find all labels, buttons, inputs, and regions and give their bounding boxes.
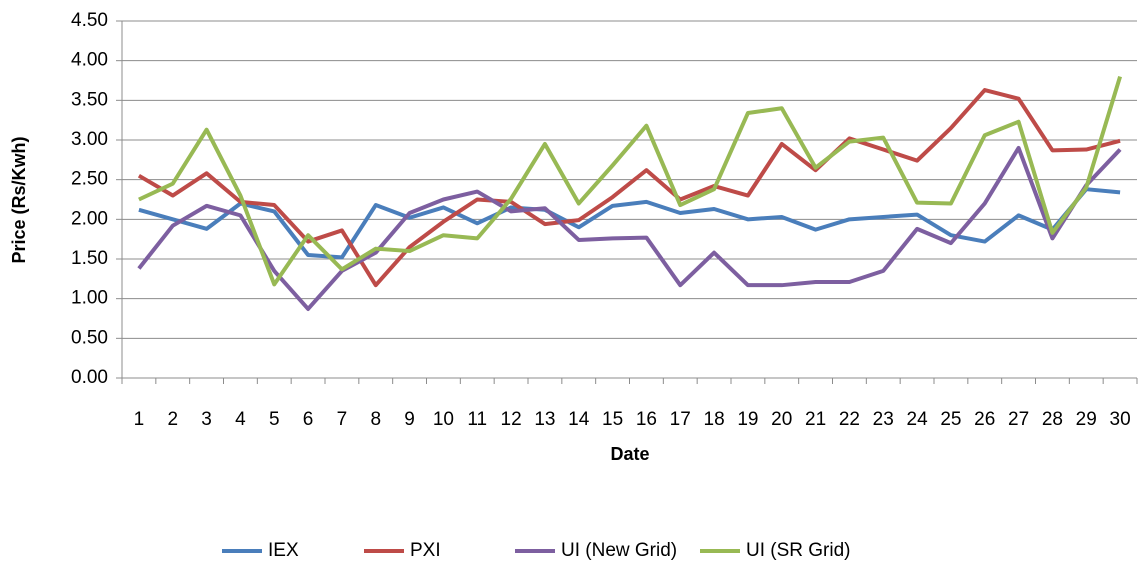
x-tick-label: 30 [1110, 409, 1131, 430]
x-tick-label: 13 [534, 409, 555, 430]
legend-label: IEX [268, 540, 299, 561]
x-tick-label: 4 [235, 409, 246, 430]
x-tick-label: 15 [602, 409, 623, 430]
x-tick-label: 22 [839, 409, 860, 430]
x-tick-label: 28 [1042, 409, 1063, 430]
y-tick-label: 1.00 [71, 288, 108, 309]
x-tick-label: 14 [568, 409, 590, 430]
x-tick-label: 25 [940, 409, 961, 430]
x-tick-label: 6 [303, 409, 314, 430]
x-tick-label: 26 [974, 409, 995, 430]
series-line [138, 187, 1121, 260]
series-line [137, 145, 1122, 311]
series-line [138, 75, 1122, 287]
x-tick-label: 12 [501, 409, 522, 430]
x-tick-label: 2 [167, 409, 178, 430]
x-tick-label: 20 [771, 409, 792, 430]
y-tick-label: 0.50 [71, 327, 108, 348]
y-tick-label: 4.00 [71, 50, 108, 71]
legend-label: PXI [410, 540, 441, 561]
y-tick-label: 2.50 [71, 169, 108, 190]
x-tick-label: 29 [1076, 409, 1097, 430]
x-tick-label: 3 [201, 409, 212, 430]
x-tick-label: 9 [404, 409, 415, 430]
x-tick-label: 18 [704, 409, 725, 430]
legend-label: UI (New Grid) [561, 540, 677, 561]
series-line [137, 88, 1121, 288]
x-tick-label: 17 [670, 409, 691, 430]
x-tick-label: 10 [433, 409, 454, 430]
x-tick-label: 7 [337, 409, 348, 430]
y-tick-label: 3.00 [71, 129, 108, 150]
y-tick-label: 2.00 [71, 208, 108, 229]
y-tick-label: 4.50 [71, 10, 108, 31]
x-tick-label: 11 [467, 409, 487, 430]
x-tick-label: 23 [873, 409, 894, 430]
x-tick-label: 16 [636, 409, 657, 430]
legend-label: UI (SR Grid) [746, 540, 851, 561]
x-tick-label: 1 [134, 409, 145, 430]
x-tick-label: 21 [805, 409, 826, 430]
y-tick-label: 0.00 [71, 367, 108, 388]
x-axis-title: Date [610, 444, 649, 464]
y-axis-title: Price (Rs/Kwh) [9, 136, 29, 263]
x-tick-label: 27 [1008, 409, 1029, 430]
y-tick-label: 1.50 [71, 248, 108, 269]
x-tick-label: 24 [907, 409, 929, 430]
x-tick-label: 19 [737, 409, 758, 430]
x-tick-label: 5 [269, 409, 280, 430]
y-tick-label: 3.50 [71, 89, 108, 110]
x-tick-label: 8 [370, 409, 381, 430]
